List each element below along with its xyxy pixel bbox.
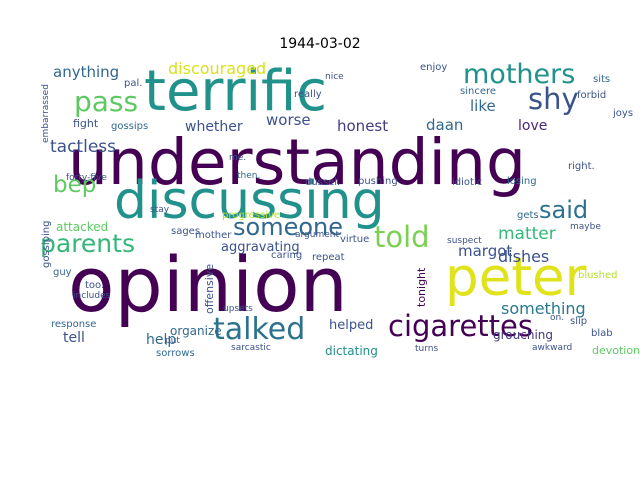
word: put xyxy=(165,336,180,346)
word: sincere xyxy=(460,86,497,97)
word: forty-five xyxy=(66,173,107,183)
word: daan xyxy=(426,116,464,134)
word: upsets xyxy=(223,304,253,314)
word-cloud: understanding opinion terrific discussin… xyxy=(40,61,640,361)
word: matter xyxy=(498,224,556,244)
word: peter xyxy=(445,247,587,308)
word: progressive xyxy=(222,210,281,221)
word: understanding xyxy=(68,126,526,199)
word: mothers xyxy=(463,61,576,90)
word: losing xyxy=(507,176,537,187)
word: opinion xyxy=(68,240,348,329)
word: virtue xyxy=(340,234,370,245)
word: then. xyxy=(237,171,261,181)
word: nice xyxy=(325,72,344,82)
word: terrific xyxy=(144,61,328,124)
word: stay xyxy=(150,205,170,215)
word: bep xyxy=(53,172,97,198)
word: sarcastic xyxy=(231,343,271,353)
word: turns xyxy=(415,344,439,354)
word: discussing xyxy=(114,171,385,231)
word: argument xyxy=(295,230,340,240)
word: fight xyxy=(73,117,99,130)
word: blushed xyxy=(578,270,618,281)
word: mother xyxy=(195,230,232,241)
word: right. xyxy=(568,161,595,172)
word: talked xyxy=(213,312,306,347)
word: too. xyxy=(85,280,105,291)
word: tactless xyxy=(50,137,116,157)
word: joys xyxy=(613,108,634,119)
word: shy xyxy=(528,82,579,116)
word: helped xyxy=(329,318,374,333)
word: dishes xyxy=(498,247,550,266)
word: repeat xyxy=(312,252,345,263)
word: suspect xyxy=(447,236,482,246)
word: said xyxy=(539,196,589,224)
word: embarrassed xyxy=(41,84,51,143)
word: anything xyxy=(53,63,120,81)
word: tonight xyxy=(415,267,428,307)
word: slip xyxy=(570,316,588,327)
word: something xyxy=(501,299,586,318)
word: like xyxy=(470,97,496,115)
word: sages xyxy=(171,226,201,237)
word: gossiping xyxy=(41,220,52,268)
word: caring xyxy=(271,250,303,261)
word: pass xyxy=(74,85,139,118)
word: dictating xyxy=(325,344,378,358)
word: told xyxy=(374,220,430,254)
word: love xyxy=(518,118,548,134)
word: awkward xyxy=(532,343,573,353)
word: whether xyxy=(185,119,243,135)
word: help xyxy=(146,332,177,348)
word: blab xyxy=(591,328,613,339)
word: margot xyxy=(458,242,513,260)
word: someone xyxy=(233,213,343,241)
word: guy xyxy=(53,267,72,278)
word: attacked xyxy=(56,220,109,234)
word: really xyxy=(294,89,322,100)
word: grouching xyxy=(493,328,553,342)
word: enjoy xyxy=(420,62,448,73)
word: includes xyxy=(73,291,111,301)
word: tell xyxy=(63,330,85,346)
word: idiotic xyxy=(452,177,483,188)
word: forbid xyxy=(577,90,607,101)
word: cigarettes xyxy=(388,309,533,343)
word: devotion xyxy=(592,344,640,357)
word: offensive xyxy=(203,263,216,314)
word: organize xyxy=(170,324,222,338)
word: gets xyxy=(517,210,539,221)
word: me. xyxy=(229,153,247,163)
word: parents xyxy=(40,229,135,258)
word: sits xyxy=(593,74,611,85)
chart-title: 1944-03-02 xyxy=(279,36,361,52)
word: on. xyxy=(550,313,565,323)
word: response xyxy=(51,319,97,330)
word: discouraged xyxy=(168,61,267,78)
word: worse xyxy=(266,111,311,129)
word: maybe xyxy=(570,222,601,232)
word: pushing xyxy=(358,176,398,187)
word: honest xyxy=(337,117,389,135)
word: gossips xyxy=(111,121,149,132)
word: pal. xyxy=(124,78,143,89)
word: aggravating xyxy=(221,240,300,255)
word: sorrows xyxy=(156,348,195,359)
word: dussel. xyxy=(305,177,341,188)
